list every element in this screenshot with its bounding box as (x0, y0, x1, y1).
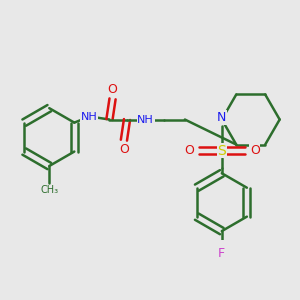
Text: O: O (119, 143, 129, 156)
Text: O: O (250, 144, 260, 157)
Text: O: O (108, 83, 118, 96)
Text: CH₃: CH₃ (40, 185, 58, 195)
Text: S: S (218, 143, 226, 158)
Text: NH: NH (137, 115, 154, 124)
Text: NH: NH (80, 112, 97, 122)
Text: N: N (217, 111, 226, 124)
Text: O: O (184, 144, 194, 157)
Text: F: F (218, 247, 225, 260)
